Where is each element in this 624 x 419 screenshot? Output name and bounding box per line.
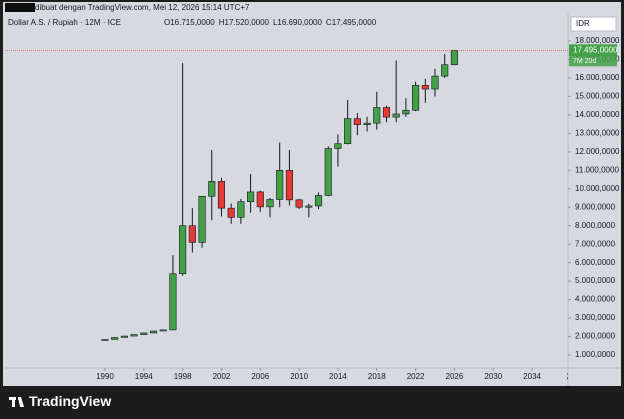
x-tick-label: 2014: [329, 372, 347, 381]
candle-body: [295, 199, 303, 208]
candle-body: [392, 113, 400, 118]
y-tick-label: 13.000,0000: [575, 128, 620, 137]
candle-body: [431, 75, 439, 90]
ohlc-value: L16.690,0000: [273, 18, 322, 27]
ohlc-value: C17.495,0000: [326, 18, 377, 27]
y-tick-label: 14.000,0000: [575, 110, 620, 119]
last-price-box: [569, 44, 617, 57]
y-tick-label: 16.000,0000: [575, 73, 620, 82]
y-tick-label: 9.000,0000: [575, 202, 616, 211]
x-tick-label: 1990: [96, 372, 114, 381]
candle-body: [208, 181, 216, 197]
y-tick-label: 15.000,0000: [575, 92, 620, 101]
candle-body: [179, 225, 187, 275]
candle-body: [256, 191, 264, 208]
watermark: dibuat dengan TradingView.com, Mei 12, 2…: [35, 3, 250, 12]
x-tick-label: 2006: [251, 372, 269, 381]
ohlc-value: H17.520,0000: [219, 18, 270, 27]
candle-body: [382, 107, 391, 118]
y-tick-label: 1.000,0000: [575, 350, 616, 359]
candle-body: [120, 335, 128, 338]
candle-body: [305, 205, 313, 208]
candle-body: [344, 118, 352, 144]
x-tick-label: 2002: [213, 372, 231, 381]
candle-body: [198, 195, 206, 243]
candle-body: [169, 273, 177, 331]
candle-body: [373, 107, 381, 124]
countdown: 7M 20d: [573, 58, 596, 65]
y-tick-label: 10.000,0000: [575, 184, 620, 193]
ohlc-value: O16.715,0000: [164, 18, 215, 27]
candle-body: [188, 225, 196, 243]
x-tick-label: 1994: [135, 372, 153, 381]
y-tick-label: 8.000,0000: [575, 221, 616, 230]
y-tick-label: 6.000,0000: [575, 258, 616, 267]
candle-body: [140, 332, 148, 335]
candle-body: [450, 50, 458, 66]
y-tick-label: 11.000,0000: [575, 165, 619, 174]
candle-body: [247, 191, 255, 202]
x-tick-label: 20: [566, 372, 575, 381]
x-tick-label: 2018: [368, 372, 386, 381]
candle-body: [237, 201, 245, 218]
candle-body: [149, 330, 158, 334]
last-price-label: 17.495,0000: [573, 45, 618, 54]
candle-body: [159, 329, 167, 332]
x-tick-label: 2010: [290, 372, 308, 381]
footer: [0, 386, 624, 419]
candle-body: [130, 334, 138, 337]
x-tick-label: 2022: [407, 372, 425, 381]
candle-body: [101, 339, 109, 341]
candle-body: [402, 109, 410, 115]
candle-body: [334, 143, 342, 149]
candle-body: [217, 181, 226, 209]
x-tick-label: 2034: [523, 372, 541, 381]
candle-body: [314, 195, 323, 207]
symbol: Dollar A.S. / Rupiah · 12M · ICE: [8, 18, 121, 27]
candle-body: [227, 207, 235, 218]
brand: TradingView: [29, 393, 111, 409]
y-tick-label: 2.000,0000: [575, 332, 616, 341]
candle-body: [421, 85, 429, 90]
candle-body: [276, 169, 284, 200]
candle-body: [266, 199, 274, 208]
y-tick-label: 7.000,0000: [575, 239, 616, 248]
x-tick-label: 2030: [484, 372, 502, 381]
candle-body: [353, 118, 361, 125]
x-tick-label: 1998: [174, 372, 192, 381]
redacted: [5, 3, 35, 12]
currency-box: [570, 16, 617, 32]
candle-body: [363, 122, 371, 125]
candle-body: [441, 64, 449, 77]
candle-body: [324, 148, 332, 196]
y-tick-label: 12.000,0000: [575, 147, 620, 156]
y-tick-label: 5.000,0000: [575, 276, 616, 285]
candle-body: [111, 337, 119, 340]
panel: [3, 2, 621, 386]
candle-body: [285, 169, 293, 201]
y-tick-label: 18.000,0000: [575, 36, 620, 45]
ohlc: O16.715,0000 H17.520,0000 L16.690,0000 C17.…: [164, 18, 377, 27]
logo: [9, 396, 24, 407]
y-tick-label: 4.000,0000: [575, 295, 616, 304]
candle-body: [412, 85, 420, 111]
currency: IDR: [576, 19, 590, 28]
countdown-box: [569, 56, 617, 67]
x-tick-label: 2026: [446, 372, 464, 381]
y-tick-label: 3.000,0000: [575, 313, 616, 322]
